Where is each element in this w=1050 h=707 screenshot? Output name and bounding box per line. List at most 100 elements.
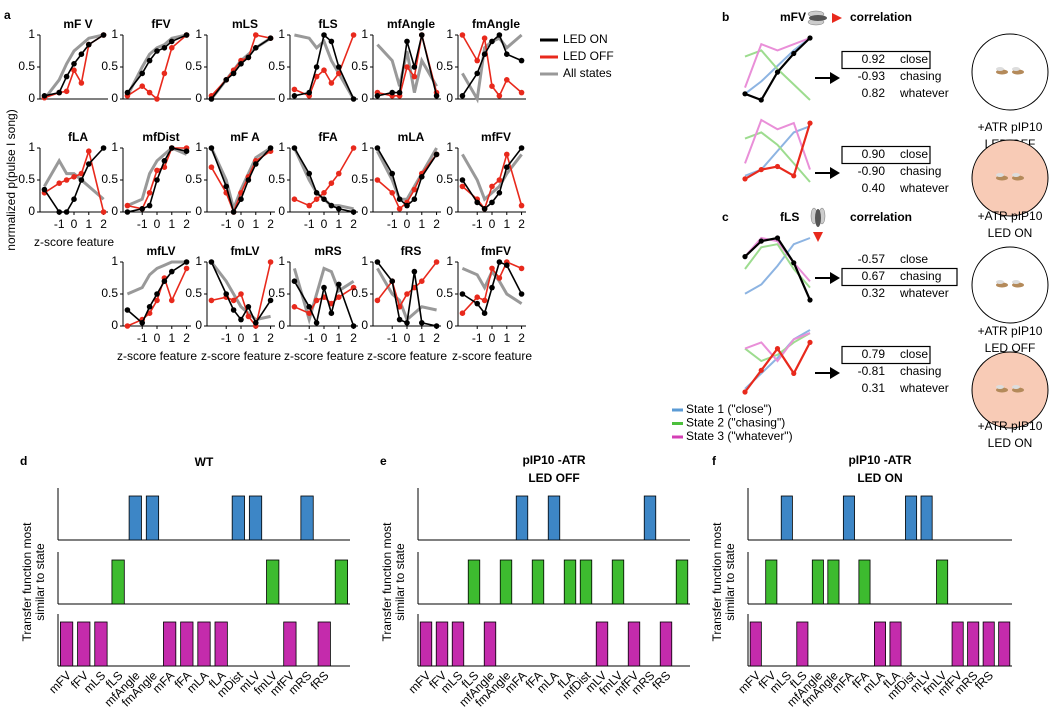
bar bbox=[563, 559, 577, 605]
bar bbox=[499, 559, 513, 605]
y-tick-label: 1 bbox=[195, 140, 202, 154]
point bbox=[306, 170, 313, 177]
x-axis-label: z-score feature bbox=[201, 349, 281, 363]
bar bbox=[283, 621, 297, 667]
point bbox=[313, 196, 320, 202]
fly-body bbox=[809, 15, 827, 21]
point bbox=[161, 278, 168, 285]
bar bbox=[998, 621, 1011, 667]
point bbox=[230, 70, 237, 77]
point bbox=[252, 161, 259, 167]
point bbox=[404, 38, 410, 45]
chart-title: mLS bbox=[232, 17, 258, 31]
point bbox=[63, 177, 70, 183]
y-tick-label: 1 bbox=[446, 140, 453, 154]
x-tick-label: -1 bbox=[472, 217, 483, 231]
legend-label: LED ON bbox=[563, 32, 608, 46]
bar bbox=[111, 559, 125, 605]
arrow-head bbox=[830, 72, 840, 84]
point bbox=[474, 70, 481, 77]
point bbox=[168, 268, 175, 275]
point bbox=[335, 64, 342, 70]
chart-title: mfAngle bbox=[387, 17, 435, 31]
x-tick-label: -1 bbox=[221, 217, 232, 231]
heading-arrow bbox=[832, 13, 842, 23]
highlight-box bbox=[841, 50, 931, 70]
highlight-box bbox=[841, 345, 931, 365]
feature-name: mFV bbox=[780, 10, 806, 24]
point bbox=[154, 48, 160, 54]
bar bbox=[419, 621, 433, 667]
point bbox=[518, 89, 525, 96]
point bbox=[230, 307, 237, 313]
panel-label: e bbox=[380, 454, 387, 468]
x-tick-label: 0 bbox=[238, 331, 245, 345]
fly-icon bbox=[810, 207, 826, 242]
point bbox=[154, 96, 160, 102]
point bbox=[518, 291, 525, 297]
point bbox=[404, 202, 410, 209]
point bbox=[474, 294, 481, 301]
highlight-box bbox=[841, 267, 958, 287]
point bbox=[335, 281, 342, 288]
arrow-head bbox=[830, 272, 840, 284]
point bbox=[154, 167, 160, 174]
y-tick-label: 0 bbox=[361, 91, 368, 105]
bar bbox=[317, 621, 331, 667]
state-curve bbox=[744, 37, 811, 95]
point bbox=[481, 310, 488, 317]
point bbox=[208, 164, 215, 170]
bar bbox=[197, 621, 211, 667]
correlation-value: -0.81 bbox=[858, 364, 886, 378]
point bbox=[374, 93, 381, 99]
bar bbox=[334, 559, 348, 605]
point bbox=[41, 186, 48, 193]
chart-title: fLA bbox=[68, 130, 88, 144]
x-tick-label: 1 bbox=[335, 217, 342, 231]
point bbox=[328, 80, 335, 86]
correlation-value: -0.90 bbox=[858, 164, 886, 178]
point bbox=[63, 73, 70, 80]
x-tick-label: 1 bbox=[418, 331, 425, 345]
x-tick-label: -1 bbox=[304, 331, 315, 345]
point bbox=[433, 151, 440, 158]
y-tick-label: 1 bbox=[361, 254, 368, 268]
y-tick-label: 0 bbox=[446, 318, 453, 332]
chart-subtitle: LED ON bbox=[857, 471, 902, 485]
y-tick-label: 0.5 bbox=[436, 59, 453, 73]
y-tick-label: 0.5 bbox=[18, 59, 35, 73]
y-tick-label: 1 bbox=[195, 27, 202, 41]
point bbox=[100, 145, 107, 151]
point bbox=[396, 206, 403, 212]
x-tick-label: 2 bbox=[183, 331, 190, 345]
point bbox=[230, 297, 237, 304]
point bbox=[146, 202, 153, 209]
bar bbox=[435, 621, 449, 667]
arena bbox=[971, 246, 1049, 324]
bar bbox=[483, 621, 497, 667]
bar bbox=[531, 559, 545, 605]
point bbox=[328, 180, 335, 186]
y-tick-label: 1 bbox=[278, 140, 285, 154]
point bbox=[183, 265, 190, 272]
x-axis-label: z-score feature bbox=[452, 349, 532, 363]
condition-label: +ATR pIP10 bbox=[978, 209, 1043, 223]
state-curve bbox=[744, 332, 811, 363]
point bbox=[328, 202, 335, 209]
point bbox=[496, 177, 503, 183]
state-name: whatever bbox=[899, 286, 949, 300]
point bbox=[85, 148, 92, 154]
correlation-value: 0.67 bbox=[862, 269, 886, 283]
y-tick-label: 1 bbox=[111, 27, 118, 41]
point bbox=[139, 206, 146, 212]
y-tick-label: 0.5 bbox=[436, 172, 453, 186]
bar bbox=[214, 621, 228, 667]
point bbox=[807, 339, 813, 345]
y-tick-label: 0 bbox=[28, 91, 35, 105]
point bbox=[100, 209, 107, 215]
point bbox=[411, 186, 418, 193]
correlation-value: 0.79 bbox=[862, 347, 886, 361]
point bbox=[183, 148, 190, 154]
